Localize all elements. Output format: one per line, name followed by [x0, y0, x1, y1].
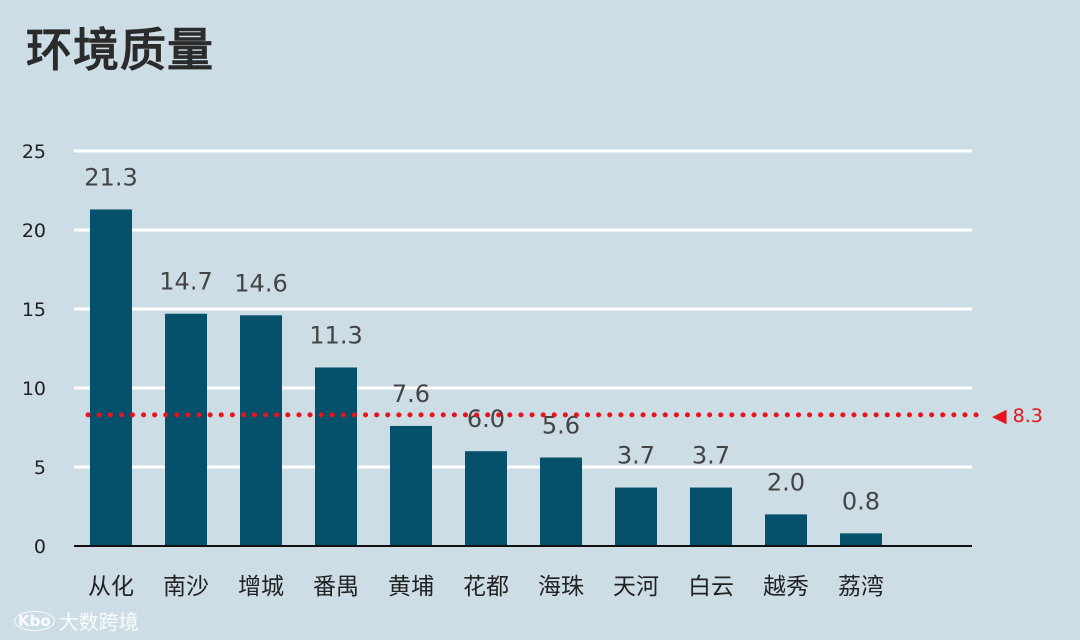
bar: [615, 487, 657, 546]
data-label: 7.6: [392, 380, 430, 408]
x-tick-label: 花都: [463, 574, 509, 600]
data-label: 0.8: [842, 487, 880, 515]
bar: [240, 315, 282, 546]
data-label: 2.0: [767, 468, 805, 496]
bar: [765, 514, 807, 546]
y-tick-label: 25: [22, 141, 46, 163]
chart-title: 环境质量: [26, 23, 214, 77]
data-label: 11.3: [309, 321, 362, 349]
bar: [390, 425, 432, 546]
y-tick-label: 20: [22, 220, 46, 242]
watermark: Kbo 大数跨境: [14, 606, 139, 635]
x-tick-label: 增城: [238, 574, 284, 600]
y-tick-label: 5: [34, 457, 46, 479]
x-tick-label: 天河: [613, 574, 659, 600]
data-label: 21.3: [84, 163, 137, 191]
data-label: 14.6: [234, 269, 287, 297]
x-tick-label: 海珠: [538, 574, 584, 600]
x-tick-label: 番禺: [313, 574, 359, 600]
watermark-text: 大数跨境: [58, 610, 139, 634]
x-tick-label: 黄埔: [388, 574, 434, 600]
data-label: 3.7: [692, 442, 730, 470]
watermark-logo: Kbo: [14, 610, 55, 631]
y-tick-label: 10: [22, 378, 46, 400]
x-tick-label: 南沙: [163, 574, 209, 600]
bar: [690, 487, 732, 546]
reference-line-label: ◀ 8.3: [992, 405, 1043, 427]
bar: [840, 533, 882, 546]
data-label: 3.7: [617, 442, 655, 470]
bar: [90, 209, 132, 546]
x-tick-label: 越秀: [763, 574, 809, 600]
x-tick-label: 从化: [88, 574, 134, 600]
bar: [540, 457, 582, 546]
data-label: 6.0: [467, 405, 505, 433]
x-tick-label: 白云: [688, 574, 734, 600]
data-label: 14.7: [159, 268, 212, 296]
data-label: 5.6: [542, 412, 580, 440]
y-tick-label: 15: [22, 299, 46, 321]
bar: [165, 313, 207, 546]
x-tick-label: 荔湾: [838, 574, 884, 600]
y-tick-label: 0: [34, 536, 46, 558]
bar: [465, 451, 507, 546]
bar: [315, 367, 357, 546]
